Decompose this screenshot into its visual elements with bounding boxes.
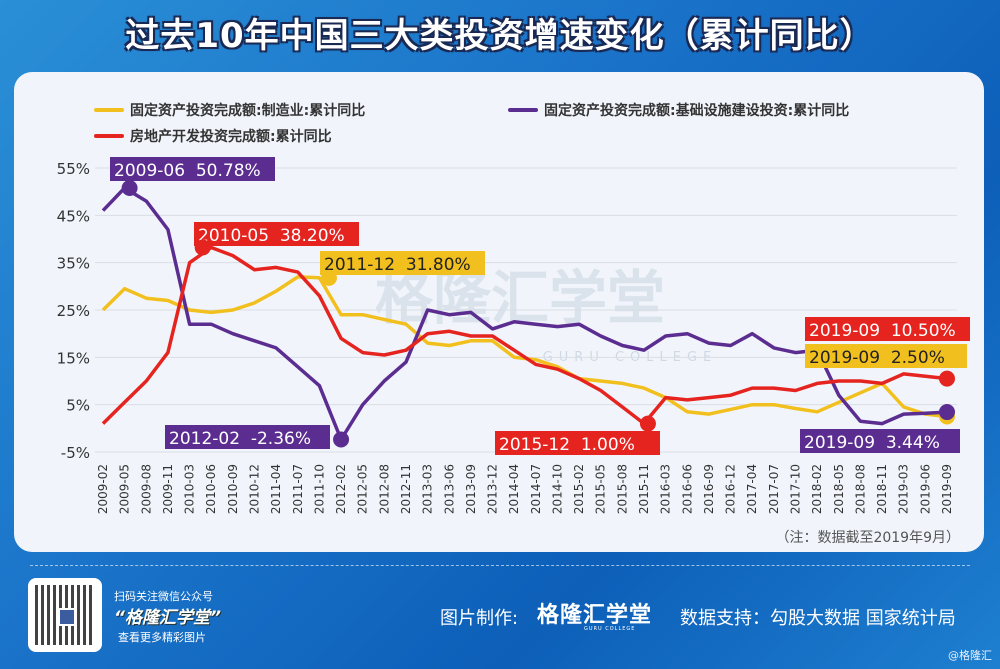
annotation-box xyxy=(320,251,485,275)
page-title: 过去10年中国三大类投资增速变化（累计同比） xyxy=(125,16,875,56)
x-tick-label: 2015-11 xyxy=(637,464,651,514)
legend-item-real-estate[interactable]: 房地产开发投资完成额:累计同比 xyxy=(94,126,332,146)
x-tick-label: 2013-09 xyxy=(464,464,478,514)
annotation-marker xyxy=(333,431,350,448)
account-name: “格隆汇学堂” xyxy=(114,608,221,628)
x-tick-label: 2015-08 xyxy=(615,464,629,514)
annotation-label: 2019-09 3.44% xyxy=(804,433,940,453)
x-tick-label: 2012-11 xyxy=(399,464,413,514)
x-tick-label: 2018-11 xyxy=(875,464,889,514)
annotation-label: 2011-12 31.80% xyxy=(324,255,471,275)
data-support: 数据支持：勾股大数据 国家统计局 xyxy=(680,608,956,629)
annotation-marker xyxy=(121,179,138,196)
y-tick-label: 45% xyxy=(57,207,90,225)
series-line-real_estate xyxy=(101,245,948,426)
legend-swatch-infrastructure xyxy=(508,108,538,112)
y-tick-label: 15% xyxy=(57,349,90,367)
annotation-box xyxy=(495,431,660,455)
x-tick-label: 2009-08 xyxy=(139,464,153,514)
legend-label-manufacturing: 固定资产投资完成额:制造业:累计同比 xyxy=(130,103,366,119)
x-tick-label: 2010-09 xyxy=(226,464,240,514)
annotation-marker xyxy=(194,239,211,256)
x-tick-label: 2011-07 xyxy=(291,464,305,514)
annotation-marker xyxy=(939,404,955,421)
x-tick-label: 2012-08 xyxy=(377,464,391,514)
x-tick-label: 2011-10 xyxy=(312,464,326,514)
x-tick-label: 2017-07 xyxy=(767,464,781,514)
x-tick-label: 2019-06 xyxy=(918,464,932,514)
x-tick-label: 2017-10 xyxy=(789,464,803,514)
annotation-box xyxy=(194,222,359,246)
annotation-label: 2012-02 -2.36% xyxy=(169,429,311,449)
x-tick-label: 2016-09 xyxy=(702,464,716,514)
annotation-label: 2009-06 50.78% xyxy=(114,161,261,181)
annotation-label: 2019-09 10.50% xyxy=(809,321,956,341)
x-tick-label: 2017-04 xyxy=(745,464,759,514)
x-tick-label: 2012-05 xyxy=(356,464,370,514)
footer-divider xyxy=(30,565,970,566)
x-tick-label: 2016-06 xyxy=(680,464,694,514)
annotation-box xyxy=(165,425,330,449)
brand-sub: GURU COLLEGE xyxy=(584,626,636,632)
y-tick-label: 25% xyxy=(57,302,90,320)
x-tick-label: 2019-09 xyxy=(940,464,954,514)
x-tick-label: 2013-06 xyxy=(442,464,456,514)
annotation-marker xyxy=(639,415,656,432)
y-tick-label: 5% xyxy=(66,397,90,415)
scan-text: 扫码关注微信公众号 xyxy=(114,590,213,603)
y-tick-label: 35% xyxy=(57,255,90,273)
y-tick-label: 55% xyxy=(57,160,90,178)
annotation-box xyxy=(800,429,960,453)
x-tick-label: 2010-06 xyxy=(204,464,218,514)
x-tick-label: 2016-03 xyxy=(659,464,673,514)
x-tick-label: 2014-10 xyxy=(550,464,564,514)
annotation-box xyxy=(805,317,970,341)
legend-swatch-real-estate xyxy=(94,134,124,138)
x-tick-label: 2011-04 xyxy=(269,464,283,514)
x-tick-label: 2018-05 xyxy=(832,464,846,514)
x-tick-label: 2010-03 xyxy=(183,464,197,514)
annotation-marker xyxy=(939,370,955,387)
legend-label-infrastructure: 固定资产投资完成额:基础设施建设投资:累计同比 xyxy=(544,103,850,119)
x-tick-label: 2018-02 xyxy=(810,464,824,514)
x-tick-label: 2010-12 xyxy=(247,464,261,514)
more-text: 查看更多精彩图片 xyxy=(118,631,206,644)
legend-item-infrastructure[interactable]: 固定资产投资完成额:基础设施建设投资:累计同比 xyxy=(508,100,849,120)
x-tick-label: 2009-11 xyxy=(161,464,175,514)
brand-logo: 格隆汇学堂 xyxy=(537,603,653,628)
watermark-text: @格隆汇 xyxy=(948,649,992,662)
chart-card xyxy=(14,72,984,552)
x-tick-label: 2018-08 xyxy=(853,464,867,514)
annotation-marker xyxy=(320,269,337,286)
x-tick-label: 2013-03 xyxy=(421,464,435,514)
x-tick-label: 2014-04 xyxy=(507,464,521,514)
x-tick-label: 2012-02 xyxy=(334,464,348,514)
made-by-label: 图片制作: xyxy=(440,608,519,629)
legend-swatch-manufacturing xyxy=(94,108,124,112)
legend-item-manufacturing[interactable]: 固定资产投资完成额:制造业:累计同比 xyxy=(94,100,365,120)
annotation-box xyxy=(805,344,967,368)
qr-code[interactable] xyxy=(28,578,102,652)
y-tick-label: -5% xyxy=(61,444,90,462)
data-note: （注：数据截至2019年9月） xyxy=(775,530,960,546)
annotation-label: 2010-05 38.20% xyxy=(198,226,345,246)
x-tick-label: 2009-05 xyxy=(118,464,132,514)
x-tick-label: 2013-12 xyxy=(486,464,500,514)
x-tick-label: 2019-03 xyxy=(897,464,911,514)
annotation-label: 2019-09 2.50% xyxy=(809,348,945,368)
annotation-label: 2015-12 1.00% xyxy=(499,435,635,455)
x-tick-label: 2014-07 xyxy=(529,464,543,514)
annotation-box xyxy=(110,157,275,181)
x-tick-label: 2009-02 xyxy=(96,464,110,514)
x-tick-label: 2015-05 xyxy=(594,464,608,514)
x-tick-label: 2015-02 xyxy=(572,464,586,514)
x-tick-label: 2016-12 xyxy=(724,464,738,514)
legend-label-real-estate: 房地产开发投资完成额:累计同比 xyxy=(130,129,332,145)
